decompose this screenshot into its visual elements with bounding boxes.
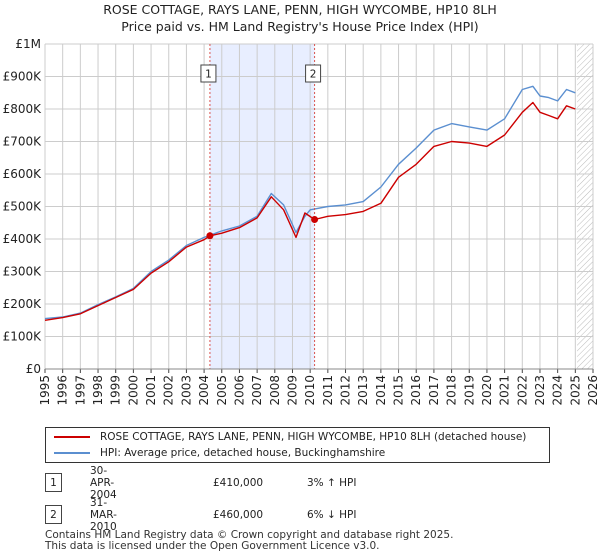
hpi-line bbox=[44, 85, 576, 320]
sale-label: 2 bbox=[310, 69, 317, 81]
x-tick-label: 2005 bbox=[215, 375, 229, 406]
price-chart: 1 2 £0 £100K £200K £300K £400K £500K £600K £700K… bbox=[3, 37, 600, 406]
x-tick-label: 2014 bbox=[374, 375, 388, 406]
x-tick-label: 2004 bbox=[197, 375, 211, 406]
legend: ROSE COTTAGE, RAYS LANE, PENN, HIGH WYCO… bbox=[45, 427, 550, 463]
x-tick-label: 2020 bbox=[480, 375, 494, 406]
y-tick-label: £300K bbox=[3, 265, 43, 279]
legend-price-label: ROSE COTTAGE, RAYS LANE, PENN, HIGH WYCO… bbox=[100, 431, 527, 443]
footer: Contains HM Land Registry data © Crown c… bbox=[45, 530, 453, 552]
x-tick-label: 2007 bbox=[250, 375, 264, 406]
legend-price-swatch bbox=[54, 436, 90, 438]
x-tick-label: 2003 bbox=[179, 375, 193, 406]
chart-title-line1: ROSE COTTAGE, RAYS LANE, PENN, HIGH WYCO… bbox=[103, 2, 497, 17]
x-tick-label: 1997 bbox=[73, 375, 87, 406]
y-tick-label: £700K bbox=[3, 135, 43, 149]
x-tick-label: 2012 bbox=[339, 375, 353, 406]
x-tick-label: 2013 bbox=[356, 375, 370, 406]
x-tick-label: 1999 bbox=[109, 375, 123, 406]
footer-line1: Contains HM Land Registry data © Crown c… bbox=[45, 529, 454, 541]
y-tick-label: £900K bbox=[3, 70, 43, 84]
y-tick-label: £500K bbox=[3, 200, 43, 214]
transaction-hpi: 3% ↑ HPI bbox=[307, 477, 357, 489]
sale-label-box bbox=[200, 64, 217, 83]
y-tick-label: £400K bbox=[3, 232, 43, 246]
x-tick-label: 2019 bbox=[462, 375, 476, 406]
x-tick-label: 2016 bbox=[409, 375, 423, 406]
y-tick-label: £200K bbox=[3, 297, 43, 311]
x-tick-label: 2009 bbox=[285, 375, 299, 406]
x-tick-label: 2022 bbox=[515, 375, 529, 406]
x-tick-label: 2026 bbox=[586, 375, 600, 406]
sale-point bbox=[311, 216, 319, 223]
x-tick-label: 1995 bbox=[38, 375, 52, 406]
transaction-date: 30-APR-2004 bbox=[90, 465, 117, 501]
y-tick-label: £0 bbox=[26, 362, 41, 376]
x-tick-label: 2000 bbox=[126, 375, 140, 406]
x-tick-label: 2024 bbox=[551, 375, 565, 406]
y-tick-label: £600K bbox=[3, 167, 43, 181]
x-tick-label: 2017 bbox=[427, 375, 441, 406]
transaction-badge: 2 bbox=[45, 505, 62, 524]
y-tick-label: £1M bbox=[15, 37, 41, 51]
transaction-price: £410,000 bbox=[213, 477, 264, 489]
x-tick-label: 2023 bbox=[533, 375, 547, 406]
x-tick-label: 2010 bbox=[303, 375, 317, 406]
legend-hpi-swatch bbox=[54, 452, 90, 454]
x-tick-label: 2015 bbox=[392, 375, 406, 406]
x-tick-label: 2021 bbox=[498, 375, 512, 406]
x-tick-label: 1996 bbox=[56, 375, 70, 406]
x-tick-label: 1998 bbox=[91, 375, 105, 406]
transaction-hpi: 6% ↓ HPI bbox=[307, 509, 357, 521]
sale-label: 1 bbox=[205, 69, 212, 81]
x-tick-label: 2025 bbox=[568, 375, 582, 406]
sale-point bbox=[206, 232, 214, 240]
transaction-date: 31-MAR-2010 bbox=[90, 497, 117, 533]
x-tick-label: 2001 bbox=[144, 375, 158, 406]
y-tick-label: £800K bbox=[3, 102, 43, 116]
legend-item-hpi: HPI: Average price, detached house, Buck… bbox=[54, 445, 385, 461]
legend-item-price: ROSE COTTAGE, RAYS LANE, PENN, HIGH WYCO… bbox=[54, 429, 526, 445]
x-tick-label: 2006 bbox=[232, 375, 246, 406]
footer-line2: This data is licensed under the Open Gov… bbox=[45, 540, 380, 552]
x-tick-label: 2002 bbox=[162, 375, 176, 406]
x-tick-label: 2011 bbox=[321, 375, 335, 406]
sale-label-box bbox=[305, 64, 322, 83]
transaction-price: £460,000 bbox=[213, 509, 264, 521]
transaction-badge: 1 bbox=[45, 473, 62, 492]
x-tick-label: 2008 bbox=[268, 375, 282, 406]
legend-hpi-label: HPI: Average price, detached house, Buck… bbox=[100, 447, 386, 459]
x-tick-label: 2018 bbox=[445, 375, 459, 406]
y-tick-label: £100K bbox=[3, 330, 43, 344]
chart-title-line2: Price paid vs. HM Land Registry's House … bbox=[121, 19, 479, 34]
